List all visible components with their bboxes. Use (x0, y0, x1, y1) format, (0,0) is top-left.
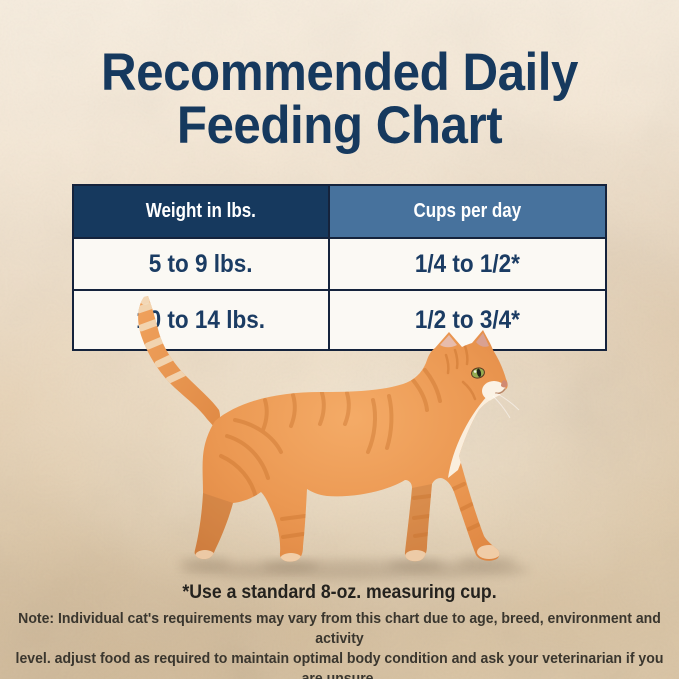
title-line-1: Recommended Daily (101, 43, 578, 102)
column-header-cups: Cups per day (330, 186, 605, 237)
table-row-1-weight-cell: 5 to 9 lbs. (74, 237, 330, 289)
note-line-1: Note: Individual cat's requirements may … (18, 611, 661, 647)
table-row-1-cups-cell: 1/4 to 1/2* (330, 237, 605, 289)
disclaimer-note: Note: Individual cat's requirements may … (0, 609, 679, 679)
cups-range-1: 1/4 to 1/2* (414, 249, 521, 278)
column-header-weight-label: Weight in lbs. (145, 200, 257, 222)
column-header-weight: Weight in lbs. (74, 186, 330, 237)
cat-shadow (179, 556, 530, 580)
column-header-cups-label: Cups per day (413, 200, 522, 222)
weight-range-1: 5 to 9 lbs. (149, 249, 253, 278)
cat-whiskers (492, 392, 520, 419)
page-title: Recommended Daily Feeding Chart (0, 46, 679, 152)
cat-photo (138, 296, 530, 580)
note-line-2: level. adjust food as required to mainta… (15, 651, 664, 679)
measuring-cup-footnote: *Use a standard 8-oz. measuring cup. (182, 582, 497, 603)
title-line-2: Feeding Chart (176, 96, 503, 155)
